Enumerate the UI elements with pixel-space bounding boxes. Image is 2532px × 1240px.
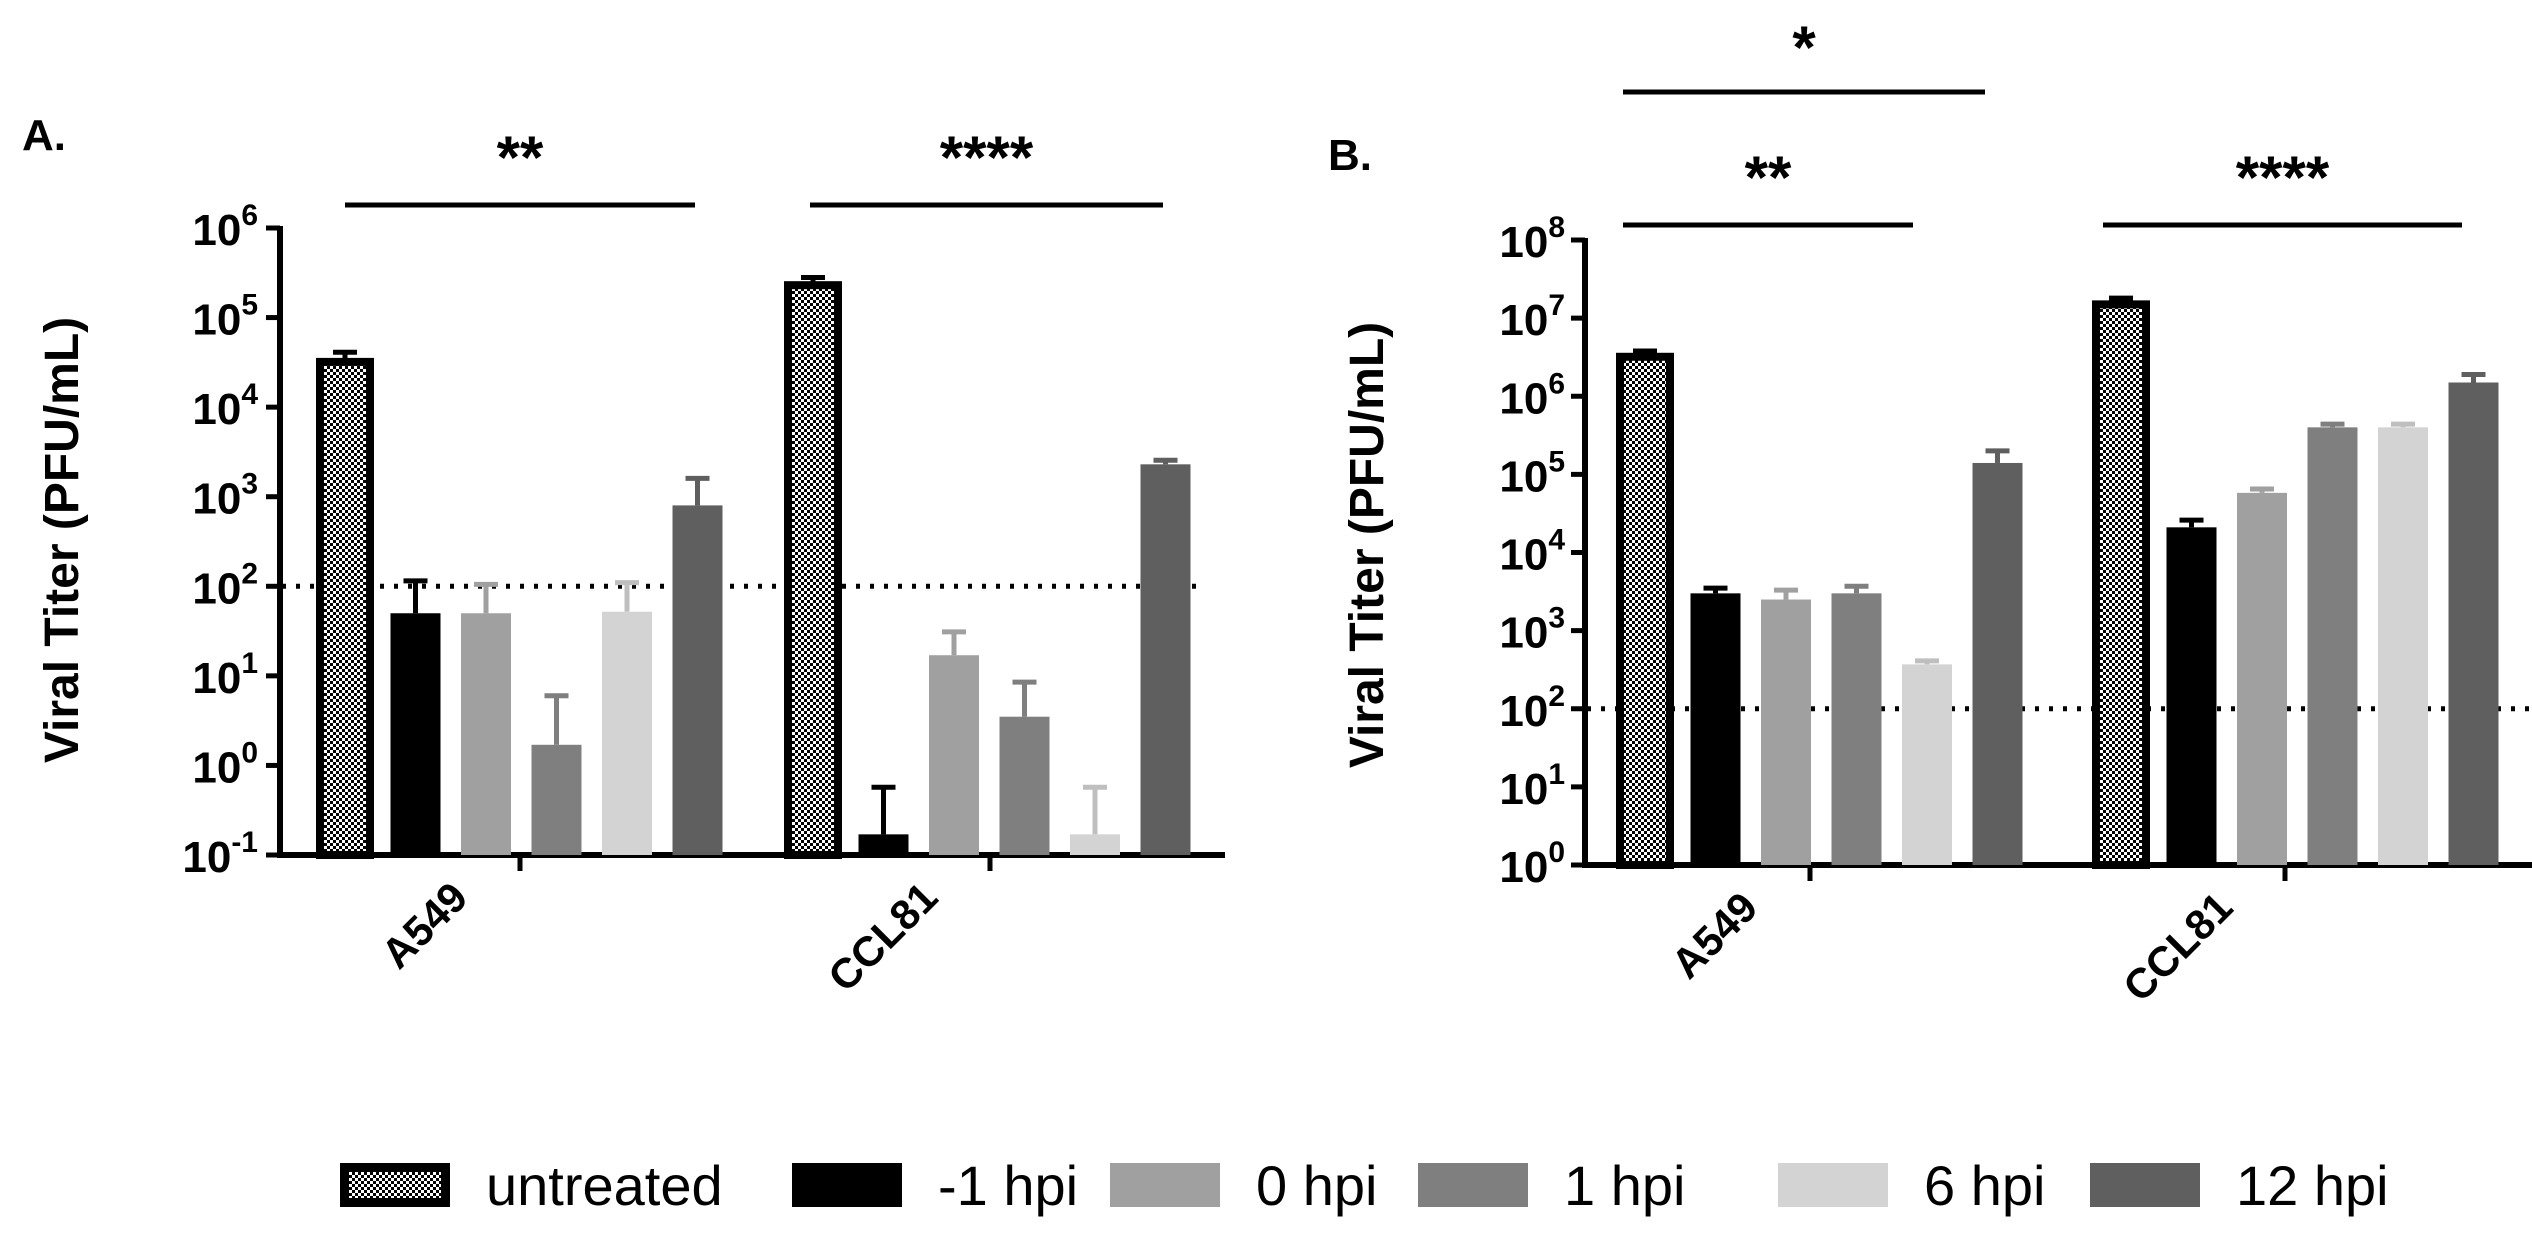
- panel-b-bar-minus1hpi-a549: [1690, 593, 1741, 865]
- panel-b-y-tick-label: 106: [1499, 367, 1565, 423]
- panel-b-y-tick-label: 107: [1499, 289, 1565, 345]
- panel-b-bar-untreated-a549: [1616, 352, 1674, 869]
- legend-label-1hpi: 1 hpi: [1564, 1153, 1686, 1217]
- panel-a-y-axis-title: Viral Titer (PFU/mL): [36, 317, 89, 763]
- panel-a-bar-6hpi-a549: [602, 611, 652, 855]
- legend-swatch-0hpi: [1110, 1163, 1220, 1207]
- legend-item-12hpi: 12 hpi: [2090, 1150, 2389, 1220]
- panel-a-y-tick-label: 100: [192, 736, 258, 792]
- panel-a-x-tick-label-ccl81: CCL81: [819, 873, 946, 1000]
- panel-b-y-tick-label: 103: [1499, 602, 1565, 658]
- panel-a-bar-untreated-ccl81: [784, 281, 842, 859]
- panel-b-y-axis-title: Viral Titer (PFU/mL): [1341, 322, 1394, 768]
- legend-label-0hpi: 0 hpi: [1256, 1153, 1378, 1217]
- legend-swatch-12hpi: [2090, 1163, 2200, 1207]
- panel-b-y-tick-label: 102: [1499, 680, 1565, 736]
- legend-item-0hpi: 0 hpi: [1110, 1150, 1377, 1220]
- panel-a-bar-1hpi-a549: [531, 744, 582, 855]
- legend-swatch-untreated: [340, 1163, 450, 1207]
- panel-a-significance-stars: **: [497, 124, 544, 191]
- panel-a-significance-stars: ****: [940, 124, 1034, 191]
- legend-swatch-minus1hpi: [792, 1163, 902, 1207]
- panel-a-bar-minus1hpi-ccl81: [858, 834, 909, 855]
- panel-a-label: A.: [22, 111, 66, 160]
- panel-a-y-tick-label: 10-1: [182, 826, 258, 882]
- panel-a-bar-minus1hpi-a549: [390, 613, 441, 855]
- legend-label-12hpi: 12 hpi: [2236, 1153, 2389, 1217]
- panel-b-significance-stars: ****: [2236, 144, 2330, 211]
- panel-b-label: B.: [1328, 131, 1372, 180]
- panel-a-bar-untreated-a549: [316, 357, 374, 859]
- panel-a-y-tick-label: 105: [192, 289, 258, 345]
- legend: untreated -1 hpi 0 hpi 1 hpi 6 hpi 12 hp…: [0, 1150, 2532, 1220]
- panel-a-bar-12hpi-ccl81: [1140, 464, 1191, 855]
- legend-swatch-6hpi: [1778, 1163, 1888, 1207]
- panel-b-y-tick-label: 101: [1499, 758, 1565, 814]
- panel-a-bar-0hpi-a549: [461, 613, 511, 855]
- legend-item-6hpi: 6 hpi: [1778, 1150, 2045, 1220]
- panel-a-y-tick-label: 103: [192, 468, 258, 524]
- legend-swatch-1hpi: [1418, 1163, 1528, 1207]
- panel-a-y-tick-label: 106: [192, 199, 258, 255]
- panel-b-significance-stars: *: [1792, 14, 1816, 81]
- panel-b-bar-minus1hpi-ccl81: [2166, 527, 2217, 865]
- panel-a-x-tick-label-a549: A549: [372, 873, 476, 977]
- panel-b-y-tick-label: 100: [1499, 836, 1565, 892]
- legend-item-untreated: untreated: [340, 1150, 723, 1220]
- legend-item-1hpi: 1 hpi: [1418, 1150, 1685, 1220]
- panel-b-bar-12hpi-a549: [1972, 462, 2023, 865]
- panel-b-y-tick-label: 108: [1499, 211, 1565, 267]
- panel-b-bar-6hpi-ccl81: [2378, 427, 2428, 865]
- panel-a-bar-6hpi-ccl81: [1070, 834, 1120, 855]
- panel-b-significance-stars: **: [1745, 144, 1792, 211]
- panel-b-bar-untreated-ccl81: [2092, 300, 2150, 869]
- panel-b-chart: B. Viral Titer (PFU/mL) 100 101 102 103 104 105…: [1328, 14, 2532, 1010]
- panel-b-bar-1hpi-a549: [1831, 593, 1882, 865]
- panel-a-y-tick-label: 102: [192, 557, 258, 613]
- legend-item-minus1hpi: -1 hpi: [792, 1150, 1078, 1220]
- panel-a-bar-1hpi-ccl81: [999, 716, 1050, 855]
- legend-label-6hpi: 6 hpi: [1924, 1153, 2046, 1217]
- panel-b-bar-6hpi-a549: [1902, 664, 1952, 865]
- panel-a-bar-12hpi-a549: [672, 505, 723, 855]
- panel-a-chart: A. Viral Titer (PFU/mL) 10-1 100 101 102 103 10…: [22, 111, 1225, 1000]
- panel-a-bar-0hpi-ccl81: [929, 655, 979, 855]
- panel-b-bar-0hpi-ccl81: [2237, 492, 2287, 865]
- panel-b-y-tick-label: 105: [1499, 445, 1565, 501]
- panel-b-bar-1hpi-ccl81: [2307, 427, 2358, 865]
- legend-label-untreated: untreated: [486, 1153, 723, 1217]
- panel-a-y-tick-label: 104: [192, 378, 258, 434]
- panel-b-bar-0hpi-a549: [1761, 599, 1811, 865]
- legend-label-minus1hpi: -1 hpi: [938, 1153, 1079, 1217]
- panel-b-y-tick-label: 104: [1499, 524, 1565, 580]
- panel-a-y-tick-label: 101: [192, 647, 258, 703]
- panel-b-x-tick-label-a549: A549: [1662, 883, 1766, 987]
- panel-b-bar-12hpi-ccl81: [2448, 382, 2499, 865]
- panel-b-x-tick-label-ccl81: CCL81: [2114, 883, 2241, 1010]
